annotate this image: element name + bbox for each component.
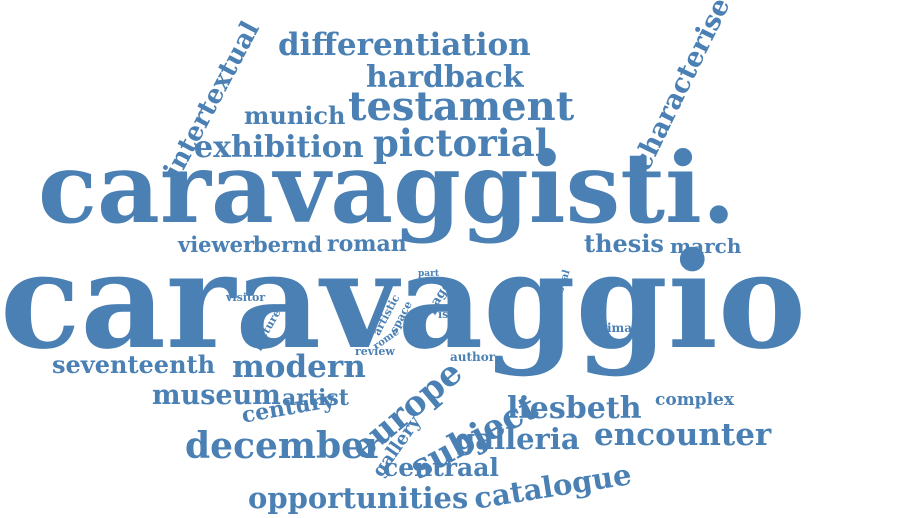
word-caravaggio: caravaggio <box>0 224 806 379</box>
word-encounter: encounter <box>594 417 772 453</box>
word-visitor: visitor <box>226 291 266 304</box>
word-author: author <box>450 350 496 364</box>
word-modern: modern <box>232 349 366 385</box>
word-part: part <box>418 269 440 279</box>
word-liesbeth: liesbeth <box>507 391 642 426</box>
word-seventeenth: seventeenth <box>52 350 216 379</box>
word-complex: complex <box>655 390 734 410</box>
word-exhibition: exhibition <box>194 130 364 165</box>
word-hardback: hardback <box>366 60 524 95</box>
word-centraal: centraal <box>383 453 499 482</box>
word-image: image <box>607 321 649 335</box>
word-roman: roman <box>327 231 407 257</box>
word-testament: testament <box>348 83 575 130</box>
word-galleria: galleria <box>455 422 580 456</box>
word-isbn: isbn <box>438 308 465 321</box>
word-bernd: bernd <box>253 232 323 257</box>
word-thesis: thesis <box>584 229 664 258</box>
word-december: december <box>185 425 384 467</box>
word-caravaggisti: caravaggisti. <box>38 131 736 245</box>
word-artist: artist <box>282 385 349 411</box>
word-munich: munich <box>244 101 346 130</box>
word-viewer: viewer <box>178 232 255 257</box>
word-museum: museum <box>152 380 281 411</box>
word-opportunities: opportunities <box>248 481 469 515</box>
word-review: review <box>355 345 395 358</box>
word-pictorial: pictorial <box>373 121 549 165</box>
word-march: march <box>670 234 742 258</box>
word-differentiation: differentiation <box>278 27 531 63</box>
